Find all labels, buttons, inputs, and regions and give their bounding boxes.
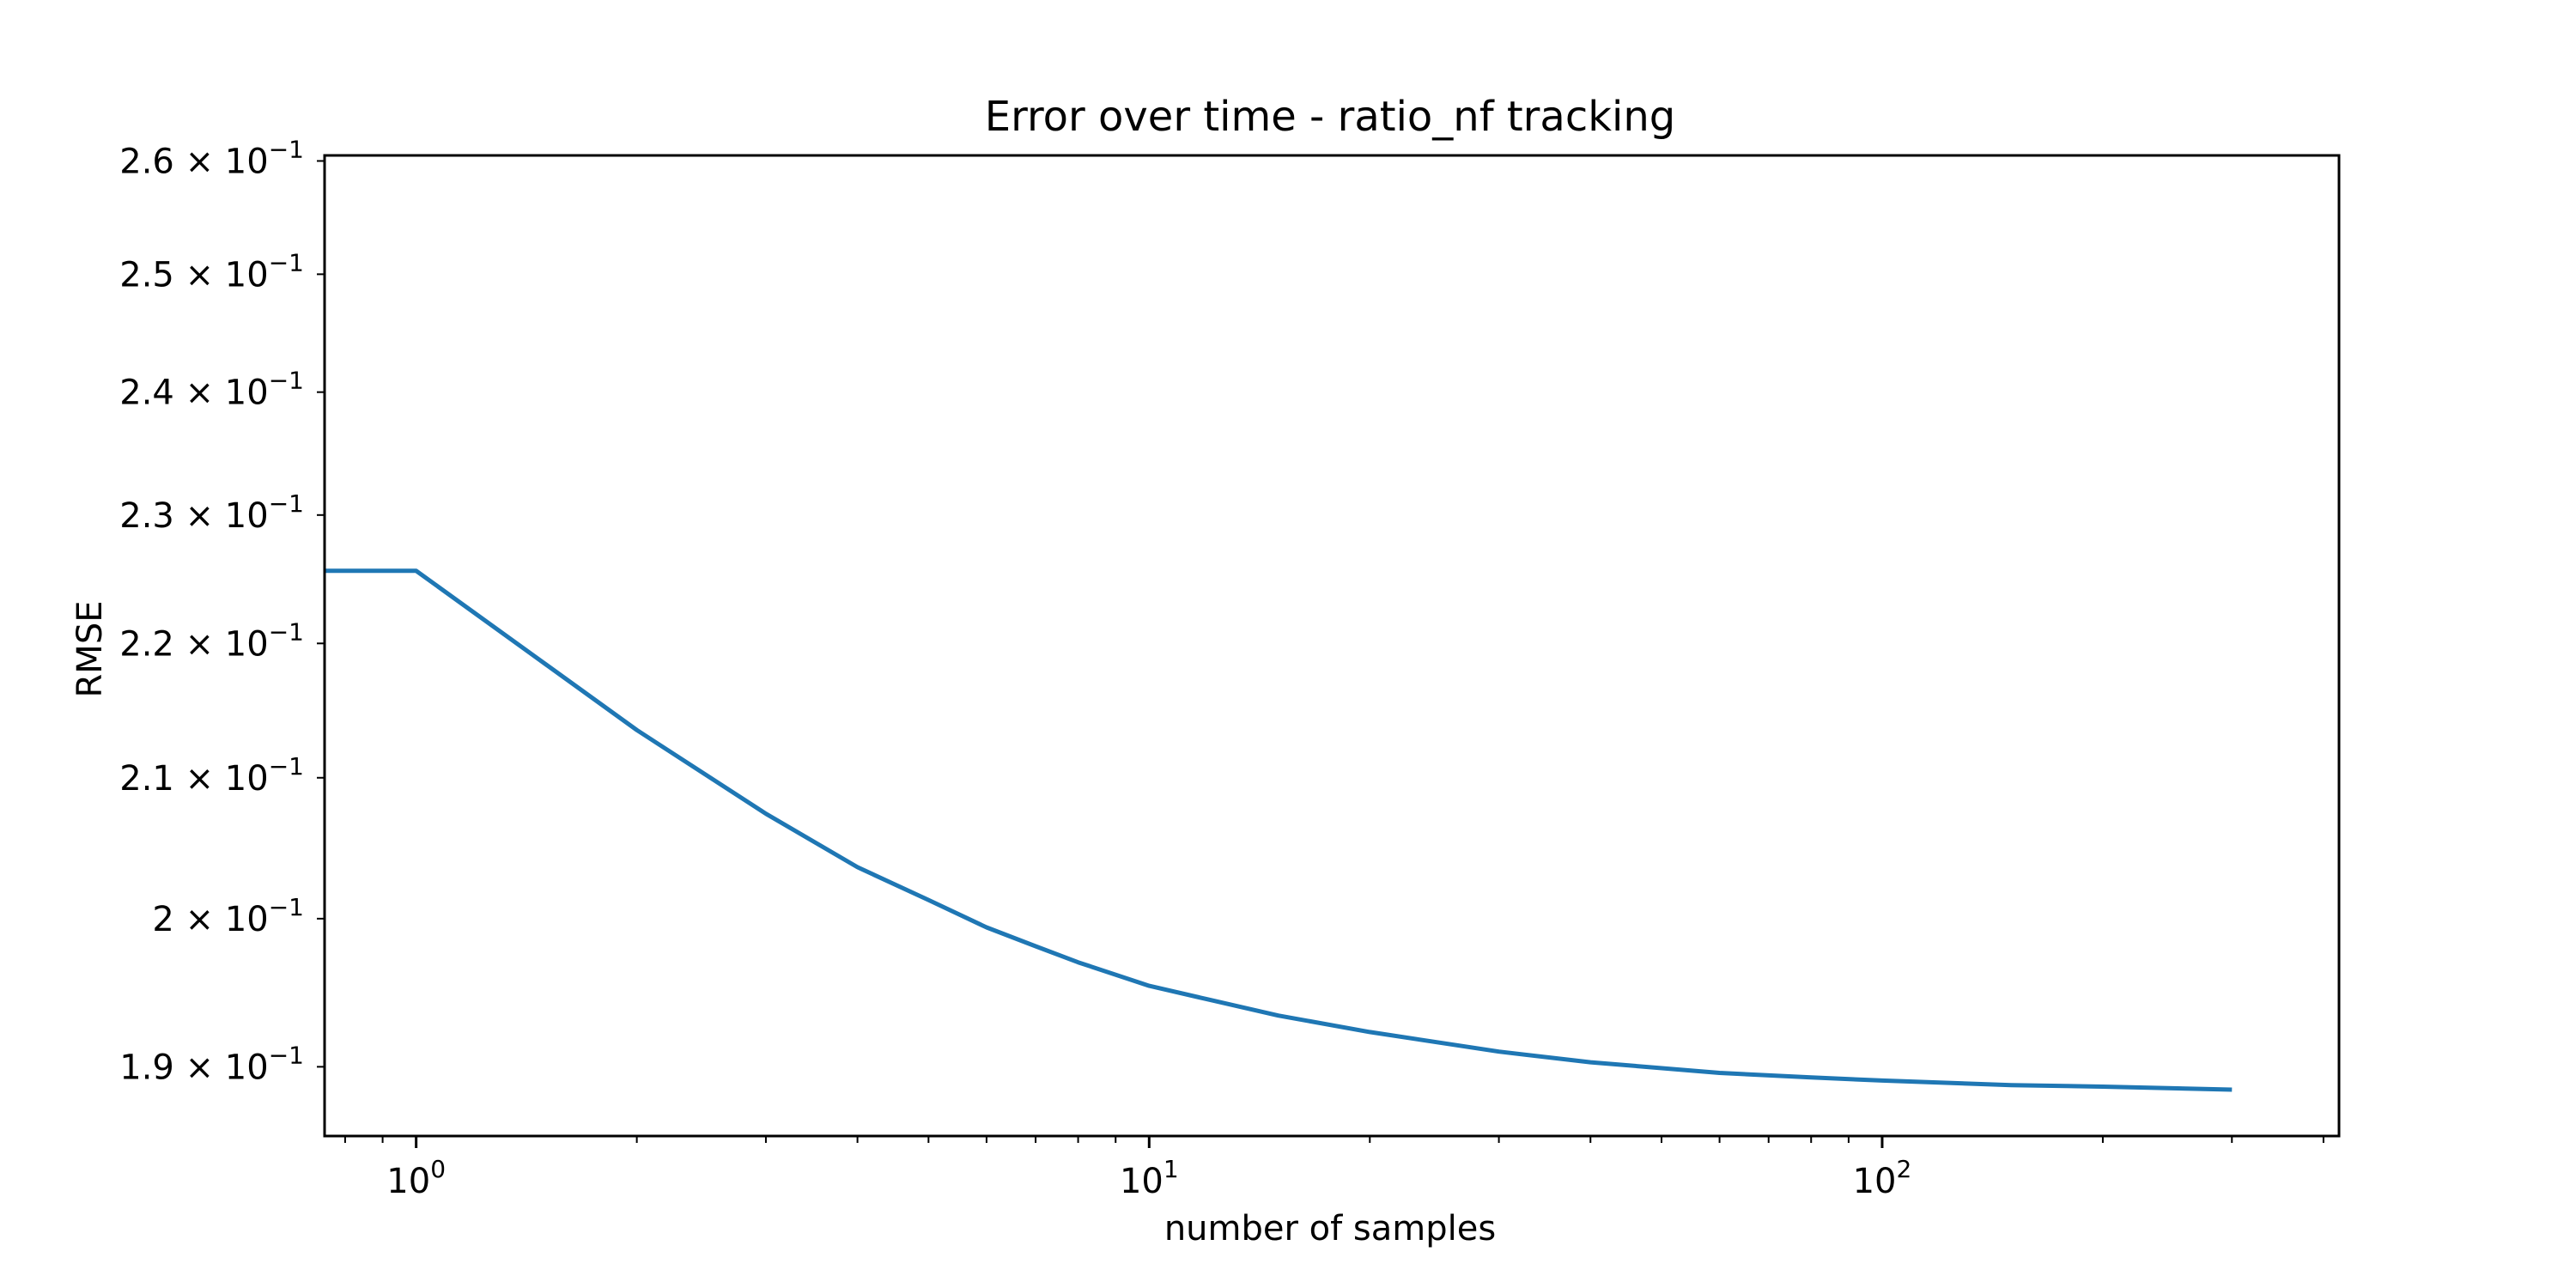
- y-tick-label: 2.5 × 10−1: [119, 248, 304, 295]
- x-tick-label: 100: [386, 1155, 446, 1201]
- x-tick-label: 101: [1120, 1155, 1179, 1201]
- y-tick-label: 2.1 × 10−1: [119, 752, 304, 799]
- y-tick-label: 2 × 10−1: [152, 893, 304, 939]
- series-layer: [325, 568, 2233, 1092]
- y-tick-label: 2.2 × 10−1: [119, 617, 304, 664]
- ticks: 100 101 102 1.9 × 10−1 2 × 10−1 2.1 × 10−1 2.2…: [119, 135, 2324, 1201]
- x-axis-label: number of samples: [1164, 1209, 1496, 1249]
- y-tick-label: 1.9 × 10−1: [119, 1041, 304, 1087]
- series-line: [325, 568, 2233, 1092]
- chart-title: Error over time - ratio_nf tracking: [985, 93, 1675, 141]
- y-tick-label: 2.4 × 10−1: [119, 367, 304, 413]
- plot-frame: [323, 154, 2341, 1138]
- x-tick-label: 102: [1853, 1155, 1912, 1201]
- y-tick-label: 2.3 × 10−1: [119, 489, 304, 536]
- y-axis-label: RMSE: [70, 601, 110, 698]
- y-tick-label: 2.6 × 10−1: [119, 135, 304, 181]
